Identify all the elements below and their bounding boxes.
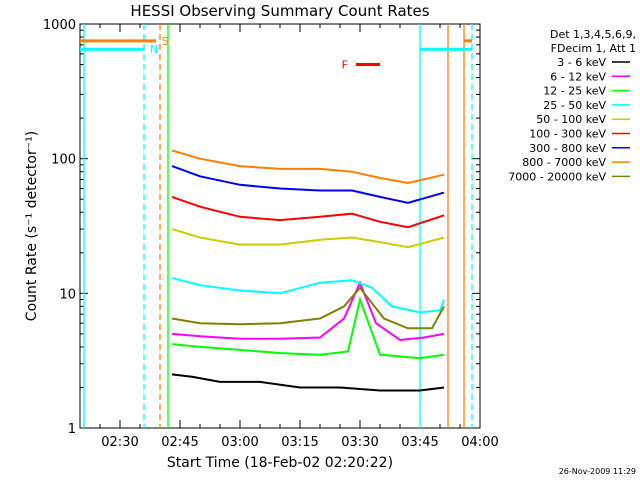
y-tick-labels: 1 10 100 1000	[43, 18, 480, 437]
x-tick-label: 03:00	[221, 435, 258, 450]
series-line	[171, 295, 445, 360]
legend-item: 50 - 100 keV	[536, 113, 606, 126]
timestamp: 26-Nov-2009 11:29	[559, 467, 636, 476]
series-line	[171, 149, 445, 185]
legend: Det 1,3,4,5,6,9,FDecim 1, Att 13 - 6 keV…	[508, 28, 636, 183]
chart-title: HESSI Observing Summary Count Rates	[130, 2, 429, 20]
marker-label: F	[342, 59, 348, 72]
x-tick-label: 03:45	[401, 435, 438, 450]
legend-item: 300 - 800 keV	[529, 142, 606, 155]
series-line	[171, 280, 445, 342]
y-tick-label: 1	[68, 422, 76, 437]
markers: NS F	[80, 35, 472, 72]
legend-item: 800 - 7000 keV	[522, 156, 606, 169]
x-tick-label: 02:45	[161, 435, 198, 450]
legend-item: 6 - 12 keV	[550, 70, 606, 83]
x-tick-label: 03:15	[281, 435, 318, 450]
series-line	[171, 373, 445, 392]
legend-item: 12 - 25 keV	[543, 85, 606, 98]
legend-header: Det 1,3,4,5,6,9,	[550, 28, 636, 41]
legend-item: 3 - 6 keV	[557, 56, 606, 69]
vertical-lines	[83, 24, 473, 428]
series-line	[171, 195, 445, 229]
x-tick-labels: 02:30 02:45 03:00 03:15 03:30 03:45 04:00	[79, 24, 499, 450]
marker-label: N	[150, 43, 158, 56]
x-tick-label: 02:30	[101, 435, 138, 450]
legend-header: FDecim 1, Att 1	[551, 42, 636, 55]
y-axis-label: Count Rate (s⁻¹ detector⁻¹)	[24, 131, 40, 321]
series-line	[171, 228, 445, 249]
x-tick-label: 04:00	[461, 435, 498, 450]
series-line	[171, 277, 445, 314]
y-tick-label: 100	[51, 153, 76, 168]
series-line	[171, 286, 445, 330]
legend-item: 100 - 300 keV	[529, 128, 606, 141]
legend-item: 25 - 50 keV	[543, 99, 606, 112]
series-line	[171, 165, 445, 204]
x-axis-label: Start Time (18-Feb-02 02:20:22)	[167, 455, 393, 471]
series-lines	[171, 149, 445, 392]
x-tick-label: 03:30	[341, 435, 378, 450]
marker-label: S	[162, 35, 169, 48]
legend-item: 7000 - 20000 keV	[508, 170, 606, 183]
y-tick-label: 1000	[43, 18, 76, 33]
y-tick-label: 10	[59, 287, 76, 302]
